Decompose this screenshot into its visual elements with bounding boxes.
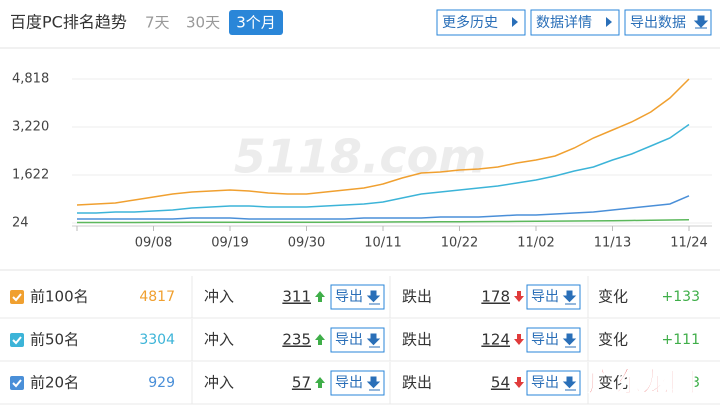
row-label: 前20名 [30,374,79,392]
down-arrow [514,334,524,345]
range-active[interactable] [229,10,283,35]
series-line [77,123,690,214]
out-value[interactable]: 178 [481,288,510,306]
out-label: 跌出 [402,374,432,392]
range-option[interactable]: 3个月 [236,14,276,32]
y-tick-label: 24 [12,215,29,230]
x-tick-label: 10/11 [364,236,401,251]
series-line [76,78,690,206]
x-tick-label: 09/19 [211,236,248,251]
y-tick-label: 1,622 [12,167,49,182]
export-label[interactable]: 导出 [335,375,363,391]
download-icon [693,15,709,29]
download-icon [562,376,577,391]
export-label[interactable]: 导出 [335,289,363,305]
download-icon [562,290,577,305]
download-icon [366,290,381,305]
row-label: 前50名 [30,331,79,349]
range-option[interactable]: 7天 [145,14,170,32]
row-count: 4817 [139,289,175,305]
x-tick-label: 11/13 [594,236,631,251]
change-value: +133 [662,289,700,305]
page-title: 百度PC排名趋势 [10,13,127,32]
in-label: 冲入 [204,288,234,306]
in-label: 冲入 [204,331,234,349]
up-arrow [315,291,325,302]
header-button[interactable] [436,9,526,36]
export-button[interactable] [330,327,385,353]
x-tick-label: 09/30 [288,236,325,251]
export-label[interactable]: 导出 [335,332,363,348]
row-label: 前100名 [30,288,89,306]
change-label: 变化 [598,374,628,392]
export-label[interactable]: 导出 [531,289,559,305]
header-button-label[interactable]: 数据详情 [536,15,592,31]
up-arrow [315,334,325,345]
series-line [77,219,690,224]
up-arrow [315,377,325,388]
x-tick-label: 09/08 [135,236,172,251]
checkbox[interactable] [10,376,24,390]
checkbox-tick [12,293,22,302]
checkbox[interactable] [10,333,24,347]
x-tick-label: 11/24 [670,236,707,251]
header-button-label[interactable]: 导出数据 [630,15,686,31]
in-value[interactable]: 235 [282,331,311,349]
out-value[interactable]: 124 [481,331,510,349]
arrow-icon [606,17,612,27]
download-icon [366,376,381,391]
x-tick-label: 11/02 [517,236,554,251]
change-label: 变化 [598,331,628,349]
y-tick-label: 4,818 [12,71,49,86]
header-button-label[interactable]: 更多历史 [442,14,498,31]
row-count: 929 [148,375,175,391]
out-value[interactable]: 54 [491,374,510,392]
down-arrow [514,377,524,388]
out-label: 跌出 [402,288,432,306]
change-label: 变化 [598,288,628,306]
checkbox-tick [12,336,22,345]
watermark: 广东龙网 [588,367,696,399]
header-button[interactable] [530,9,620,36]
export-label[interactable]: 导出 [531,375,559,391]
download-icon [562,333,577,348]
change-value: +111 [662,332,700,348]
down-arrow [514,291,524,302]
in-label: 冲入 [204,374,234,392]
row-count: 3304 [139,332,175,348]
y-tick-label: 3,220 [12,119,49,134]
checkbox-tick [12,379,22,388]
change-value: 3 [691,375,700,391]
x-tick-label: 10/22 [441,236,478,251]
export-label[interactable]: 导出 [531,332,559,348]
series-line [77,195,690,220]
range-option[interactable]: 30天 [186,14,220,32]
arrow-icon [512,17,518,27]
checkbox[interactable] [10,290,24,304]
in-value[interactable]: 57 [292,374,311,392]
in-value[interactable]: 311 [282,288,311,306]
out-label: 跌出 [402,331,432,349]
download-icon [366,333,381,348]
